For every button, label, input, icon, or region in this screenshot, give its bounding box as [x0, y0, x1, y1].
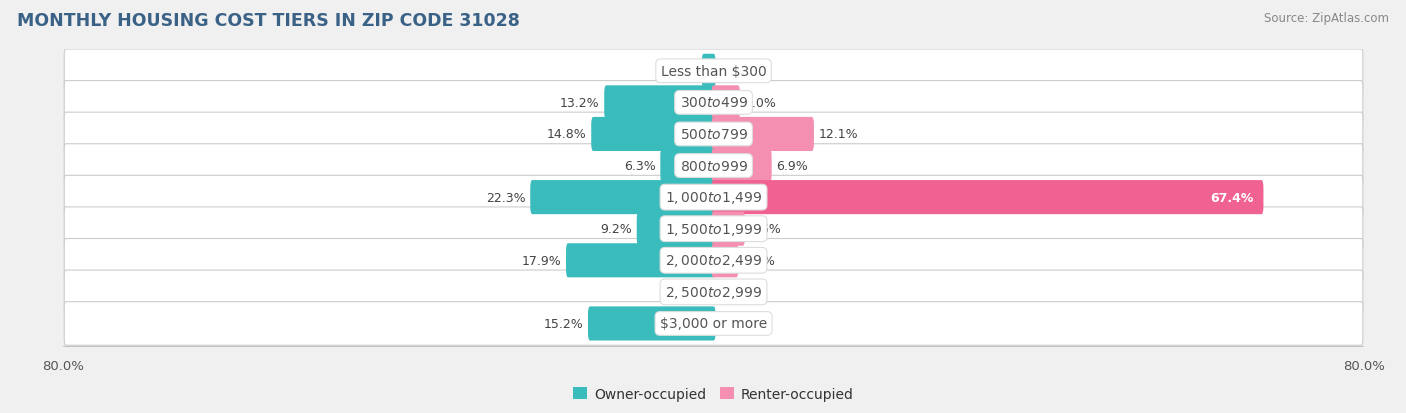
Text: 9.2%: 9.2% [600, 223, 633, 236]
FancyBboxPatch shape [65, 81, 1362, 125]
FancyBboxPatch shape [605, 86, 716, 120]
Text: 0.0%: 0.0% [675, 286, 707, 299]
Text: Less than $300: Less than $300 [661, 64, 766, 78]
FancyBboxPatch shape [65, 302, 1362, 345]
FancyBboxPatch shape [711, 244, 738, 278]
Text: 12.1%: 12.1% [818, 128, 858, 141]
Text: $500 to $799: $500 to $799 [679, 128, 748, 142]
FancyBboxPatch shape [530, 180, 716, 215]
Text: 22.3%: 22.3% [486, 191, 526, 204]
Text: 15.2%: 15.2% [544, 317, 583, 330]
Text: MONTHLY HOUSING COST TIERS IN ZIP CODE 31028: MONTHLY HOUSING COST TIERS IN ZIP CODE 3… [17, 12, 520, 30]
Text: $3,000 or more: $3,000 or more [659, 317, 768, 331]
FancyBboxPatch shape [711, 149, 772, 183]
FancyBboxPatch shape [711, 86, 740, 120]
Text: 1.2%: 1.2% [665, 65, 697, 78]
FancyBboxPatch shape [711, 118, 814, 152]
Text: $800 to $999: $800 to $999 [679, 159, 748, 173]
FancyBboxPatch shape [65, 239, 1362, 282]
Text: 6.9%: 6.9% [776, 160, 808, 173]
Text: $2,000 to $2,499: $2,000 to $2,499 [665, 253, 762, 268]
FancyBboxPatch shape [588, 307, 716, 341]
FancyBboxPatch shape [65, 271, 1362, 314]
FancyBboxPatch shape [567, 244, 716, 278]
FancyBboxPatch shape [65, 50, 1362, 93]
FancyBboxPatch shape [65, 207, 1362, 251]
FancyBboxPatch shape [637, 212, 716, 246]
FancyBboxPatch shape [711, 212, 745, 246]
FancyBboxPatch shape [65, 113, 1362, 157]
FancyBboxPatch shape [65, 145, 1362, 188]
FancyBboxPatch shape [661, 149, 716, 183]
FancyBboxPatch shape [65, 176, 1362, 219]
FancyBboxPatch shape [591, 118, 716, 152]
FancyBboxPatch shape [702, 55, 716, 89]
Text: 13.2%: 13.2% [560, 97, 600, 109]
Text: 6.3%: 6.3% [624, 160, 655, 173]
Text: 17.9%: 17.9% [522, 254, 561, 267]
Text: $2,500 to $2,999: $2,500 to $2,999 [665, 284, 762, 300]
Text: 3.0%: 3.0% [744, 97, 776, 109]
Text: 14.8%: 14.8% [547, 128, 586, 141]
Text: 67.4%: 67.4% [1211, 191, 1253, 204]
Text: 3.6%: 3.6% [749, 223, 782, 236]
Text: Source: ZipAtlas.com: Source: ZipAtlas.com [1264, 12, 1389, 25]
FancyBboxPatch shape [711, 180, 1264, 215]
Text: 0.0%: 0.0% [720, 65, 752, 78]
Text: 0.0%: 0.0% [720, 286, 752, 299]
Text: $300 to $499: $300 to $499 [679, 96, 748, 110]
Text: $1,500 to $1,999: $1,500 to $1,999 [665, 221, 762, 237]
Text: 2.8%: 2.8% [742, 254, 775, 267]
Legend: Owner-occupied, Renter-occupied: Owner-occupied, Renter-occupied [568, 381, 859, 406]
Text: 0.0%: 0.0% [720, 317, 752, 330]
Text: $1,000 to $1,499: $1,000 to $1,499 [665, 190, 762, 206]
